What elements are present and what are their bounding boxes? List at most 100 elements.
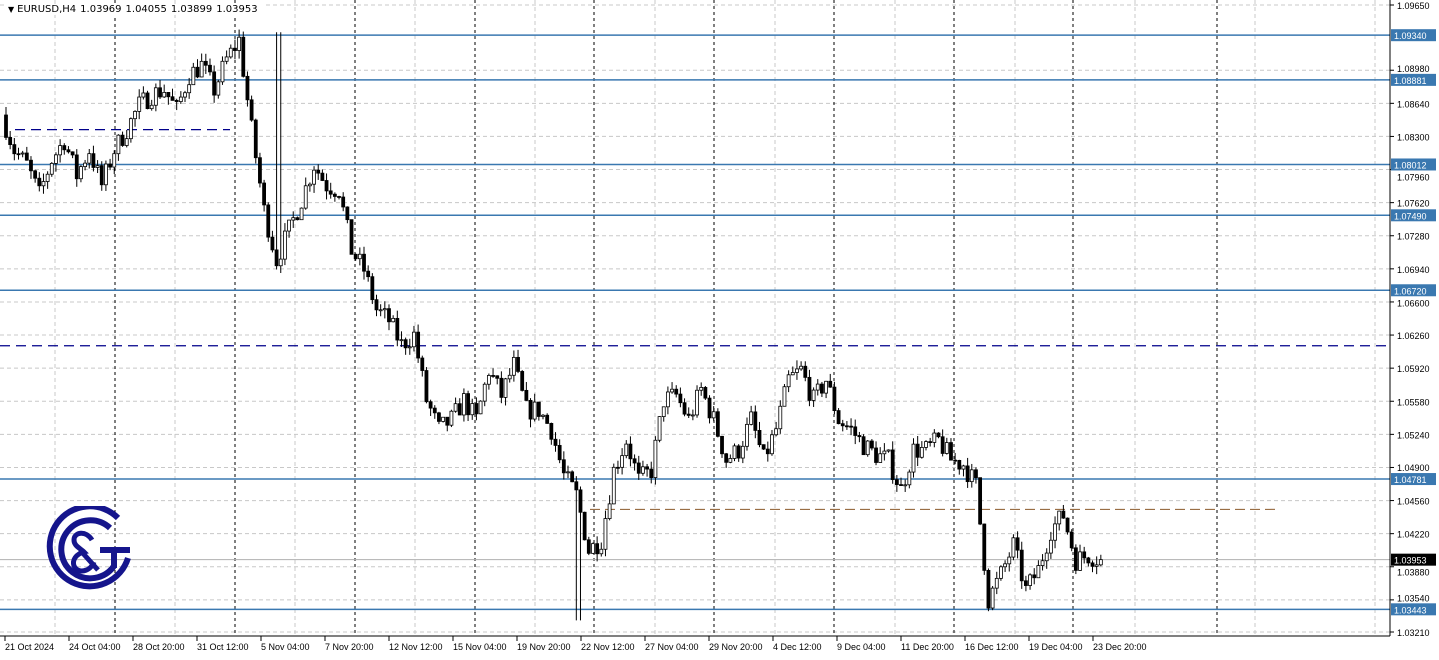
candle-bullish <box>299 207 304 221</box>
candle-bearish <box>203 60 208 66</box>
candle-bearish <box>674 388 679 395</box>
triangle-down-icon[interactable]: ▼ <box>8 5 15 14</box>
candle-bearish <box>233 47 237 51</box>
candle-bullish <box>1011 537 1016 558</box>
level-price-tag <box>1391 209 1436 222</box>
candle-bullish <box>391 317 396 323</box>
candle-bearish <box>557 445 562 461</box>
candle-bearish <box>636 462 641 474</box>
candle-bearish <box>387 308 391 323</box>
candle-bullish <box>1003 563 1007 568</box>
candle-bullish <box>944 442 949 454</box>
candle-bearish <box>99 165 104 186</box>
candle-bullish <box>470 403 475 416</box>
high-value: 1.04055 <box>125 4 167 15</box>
candle-bullish <box>153 87 158 106</box>
candle-bullish <box>45 173 50 182</box>
candle-bullish <box>116 134 121 155</box>
candle-bullish <box>486 375 491 385</box>
candle-bearish <box>474 403 479 415</box>
candle-bearish <box>857 435 862 438</box>
candle-bearish <box>682 402 687 415</box>
candle-bearish <box>953 459 958 462</box>
candle-bullish <box>283 230 287 260</box>
level-price-label: 1.07490 <box>1394 211 1427 221</box>
candle-bullish <box>799 365 804 370</box>
candle-bearish <box>420 357 425 371</box>
x-tick-label: 27 Nov 04:00 <box>645 642 699 652</box>
candle-bearish <box>553 438 558 446</box>
candle-bullish <box>607 503 612 519</box>
open-value: 1.03969 <box>80 4 122 15</box>
candle-bullish <box>603 518 608 550</box>
candle-bullish <box>665 391 670 408</box>
candle-bearish <box>495 375 500 379</box>
candle-bearish <box>424 370 429 403</box>
level-lines <box>0 34 1390 611</box>
time-axis[interactable]: 21 Oct 2024 24 Oct 04:00 28 Oct 20:00 31 Oc… <box>0 635 1390 652</box>
candle-bullish <box>49 162 54 175</box>
candle-bullish <box>728 458 733 463</box>
level-price-tag <box>1391 284 1436 297</box>
candle-bullish <box>312 169 316 185</box>
candle-bullish <box>778 405 783 430</box>
candle-bullish <box>41 181 46 187</box>
candle-bearish <box>853 426 858 436</box>
candle-bullish <box>112 153 117 168</box>
candle-bearish <box>270 236 275 251</box>
candle-bullish <box>811 389 816 401</box>
price-axis[interactable]: 1.09650 1.08980 1.08640 1.08300 1.07960 1.076… <box>1389 0 1436 638</box>
candle-bearish <box>678 393 683 404</box>
candle-bullish <box>449 410 454 426</box>
candle-bullish <box>183 92 187 98</box>
candle-bullish <box>95 165 100 168</box>
candle-bearish <box>1015 537 1020 551</box>
x-tick-label: 11 Dec 20:00 <box>901 642 954 652</box>
y-tick-label: 1.04900 <box>1397 463 1430 473</box>
candle-bearish <box>536 401 541 417</box>
candle-bullish <box>591 543 595 554</box>
candle-bullish <box>1007 556 1012 565</box>
x-tick-label: 22 Nov 12:00 <box>581 642 635 652</box>
candle-bullish <box>532 401 537 420</box>
candle-bullish <box>503 378 508 398</box>
candle-bearish <box>324 180 329 192</box>
candle-bearish <box>715 411 720 437</box>
level-price-label: 1.09340 <box>1394 31 1427 41</box>
candle-bearish <box>37 177 42 187</box>
candle-bullish <box>303 185 308 209</box>
candle-bearish <box>62 145 67 151</box>
candle-bearish <box>582 511 587 541</box>
candle-bullish <box>770 434 774 455</box>
candle-bearish <box>353 253 358 260</box>
candles <box>4 29 1103 621</box>
y-tick-label: 1.03540 <box>1397 593 1430 603</box>
candle-bearish <box>628 443 633 460</box>
candle-bearish <box>274 249 279 267</box>
level-price-label: 1.08881 <box>1394 76 1427 86</box>
candle-bearish <box>720 435 724 455</box>
candle-bullish <box>412 331 416 348</box>
low-value: 1.03899 <box>170 4 213 15</box>
candle-bullish <box>178 96 183 102</box>
candle-bullish <box>58 145 63 156</box>
candle-bullish <box>815 383 820 391</box>
candle-bearish <box>649 468 654 479</box>
candle-bullish <box>541 414 545 417</box>
candle-bearish <box>686 413 691 416</box>
candle-bullish <box>999 566 1003 579</box>
candle-bearish <box>1073 547 1078 571</box>
level-price-label: 1.03443 <box>1394 605 1427 615</box>
candle-bullish <box>969 469 974 483</box>
candle-bullish <box>162 92 167 98</box>
candle-bearish <box>166 92 171 98</box>
y-tick-label: 1.08980 <box>1397 64 1430 74</box>
level-price-tag <box>1391 603 1436 616</box>
candle-bearish <box>940 436 945 454</box>
level-price-label: 1.06720 <box>1394 286 1427 296</box>
candle-bullish <box>740 445 745 459</box>
x-tick-label: 28 Oct 20:00 <box>133 642 185 652</box>
candle-bullish <box>124 138 129 146</box>
candle-bullish <box>611 466 616 505</box>
